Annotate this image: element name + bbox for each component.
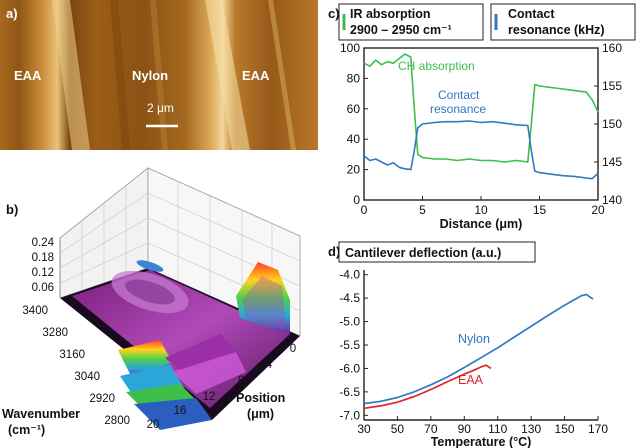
c-legend-ir-line1: IR absorption xyxy=(350,7,431,21)
d-y-tick-label: -7.0 xyxy=(339,408,360,422)
c-yl-tick-label: 20 xyxy=(347,163,361,177)
c-legend-contact-line1: Contact xyxy=(508,7,555,21)
d-y-tick-label: -5.5 xyxy=(339,338,360,352)
c-x-tick-label: 10 xyxy=(474,203,488,217)
c-series-line-1 xyxy=(363,120,599,180)
panel-c: c) IR absorption 2900 – 2950 cm⁻¹ Contac… xyxy=(328,3,636,231)
c-legend-contact-line2: resonance (kHz) xyxy=(508,23,605,37)
c-x-tick-label: 5 xyxy=(419,203,426,217)
b-x-tick: 8 xyxy=(238,375,244,387)
c-yr-tick-label: 155 xyxy=(602,79,622,93)
c-plot: 0 5 10 15 20 0 20 40 60 80 100 140 145 150 155 160 Dista… xyxy=(340,41,622,231)
d-title-box: Cantilever deflection (a.u.) xyxy=(338,241,536,263)
b-y-tick: 3280 xyxy=(42,327,68,339)
b-z-ticks: 0.24 0.18 0.12 0.06 xyxy=(32,237,55,294)
c-x-tick-label: 20 xyxy=(591,203,605,217)
c-yl-tick-label: 40 xyxy=(347,132,361,146)
c-x-tick-label: 15 xyxy=(533,203,547,217)
region-label-nylon: Nylon xyxy=(132,68,168,83)
d-x-tick-label: 150 xyxy=(555,422,575,436)
c-yl-tick-label: 80 xyxy=(347,71,361,85)
d-plot: 30 50 70 90 110 130 150 170 -4.0 -4.5 -5.0 -5.5 -6.0… xyxy=(339,268,608,448)
d-x-tick-label: 90 xyxy=(458,422,472,436)
d-x-tick-label: 30 xyxy=(357,422,371,436)
c-annotation-ch: CH absorption xyxy=(398,59,475,73)
b-x-tick: 16 xyxy=(174,405,187,417)
c-legend-ir-line2: 2900 – 2950 cm⁻¹ xyxy=(350,23,452,37)
panel-a: a) EAA Nylon EAA 2 μm xyxy=(0,0,318,150)
d-x-tick-label: 50 xyxy=(391,422,405,436)
panel-d: d) Cantilever deflection (a.u.) 30 50 70 90… xyxy=(328,241,608,448)
b-y-tick: 3400 xyxy=(22,305,48,317)
d-title: Cantilever deflection (a.u.) xyxy=(345,246,501,260)
d-x-axis-label: Temperature (°C) xyxy=(431,435,532,448)
d-series-line-1 xyxy=(363,364,492,410)
d-annotation-nylon: Nylon xyxy=(458,332,490,346)
b-x-tick: 20 xyxy=(147,419,160,431)
b-x-tick: 4 xyxy=(266,359,273,371)
c-legend-right: Contact resonance (kHz) xyxy=(490,3,636,41)
c-yr-tick-label: 150 xyxy=(602,117,622,131)
d-x-tick-label: 130 xyxy=(521,422,541,436)
surface-3d xyxy=(59,167,301,430)
c-yl-tick-label: 0 xyxy=(353,193,360,207)
panel-b: b) xyxy=(2,167,301,437)
panel-c-label: c) xyxy=(328,6,340,21)
d-y-tick-label: -6.0 xyxy=(339,361,360,375)
c-yr-tick-label: 145 xyxy=(602,155,622,169)
d-x-tick-label: 170 xyxy=(588,422,608,436)
b-x-ticks: 0 4 8 12 16 20 xyxy=(147,343,297,431)
b-z-tick: 0.12 xyxy=(32,267,54,279)
d-annotation-eaa: EAA xyxy=(458,373,484,387)
scalebar-label: 2 μm xyxy=(147,101,174,115)
panel-b-label: b) xyxy=(6,202,18,217)
b-y-tick: 2800 xyxy=(104,415,130,427)
panel-d-label: d) xyxy=(328,244,340,259)
d-y-tick-label: -4.5 xyxy=(339,291,360,305)
region-label-eaa-right: EAA xyxy=(242,68,270,83)
b-z-tick: 0.24 xyxy=(32,237,55,249)
d-series-line-0 xyxy=(363,293,594,405)
b-y-ticks: 3400 3280 3160 3040 2920 2800 xyxy=(22,305,130,427)
panel-a-label: a) xyxy=(6,6,18,21)
b-y-tick: 3160 xyxy=(59,349,85,361)
d-y-tick-label: -4.0 xyxy=(339,268,360,282)
b-z-tick: 0.18 xyxy=(32,252,54,264)
b-position-label: Position xyxy=(236,391,285,405)
d-y-tick-label: -6.5 xyxy=(339,385,360,399)
d-x-tick-label: 70 xyxy=(424,422,438,436)
b-y-tick: 3040 xyxy=(74,371,100,383)
c-legend-left: IR absorption 2900 – 2950 cm⁻¹ xyxy=(338,3,484,41)
b-z-tick: 0.06 xyxy=(32,282,54,294)
c-annotation-contact-line2: resonance xyxy=(430,102,486,116)
d-x-tick-label: 110 xyxy=(488,422,507,436)
c-yl-tick-label: 100 xyxy=(340,41,360,55)
c-yl-tick-label: 60 xyxy=(347,102,361,116)
d-y-tick-label: -5.0 xyxy=(339,315,360,329)
b-x-tick: 0 xyxy=(290,343,296,355)
b-position-unit: (μm) xyxy=(247,407,274,421)
b-wavenumber-unit: (cm⁻¹) xyxy=(8,423,45,437)
c-x-tick-label: 0 xyxy=(361,203,368,217)
b-y-tick: 2920 xyxy=(89,393,115,405)
c-yr-tick-label: 160 xyxy=(602,41,622,55)
c-series-line-0 xyxy=(363,53,599,163)
c-annotation-contact-line1: Contact xyxy=(438,88,480,102)
b-x-tick: 12 xyxy=(203,391,216,403)
c-x-axis-label: Distance (μm) xyxy=(440,217,523,231)
region-label-eaa-left: EAA xyxy=(14,68,42,83)
b-wavenumber-label: Wavenumber xyxy=(2,407,80,421)
c-yr-tick-label: 140 xyxy=(602,193,622,207)
